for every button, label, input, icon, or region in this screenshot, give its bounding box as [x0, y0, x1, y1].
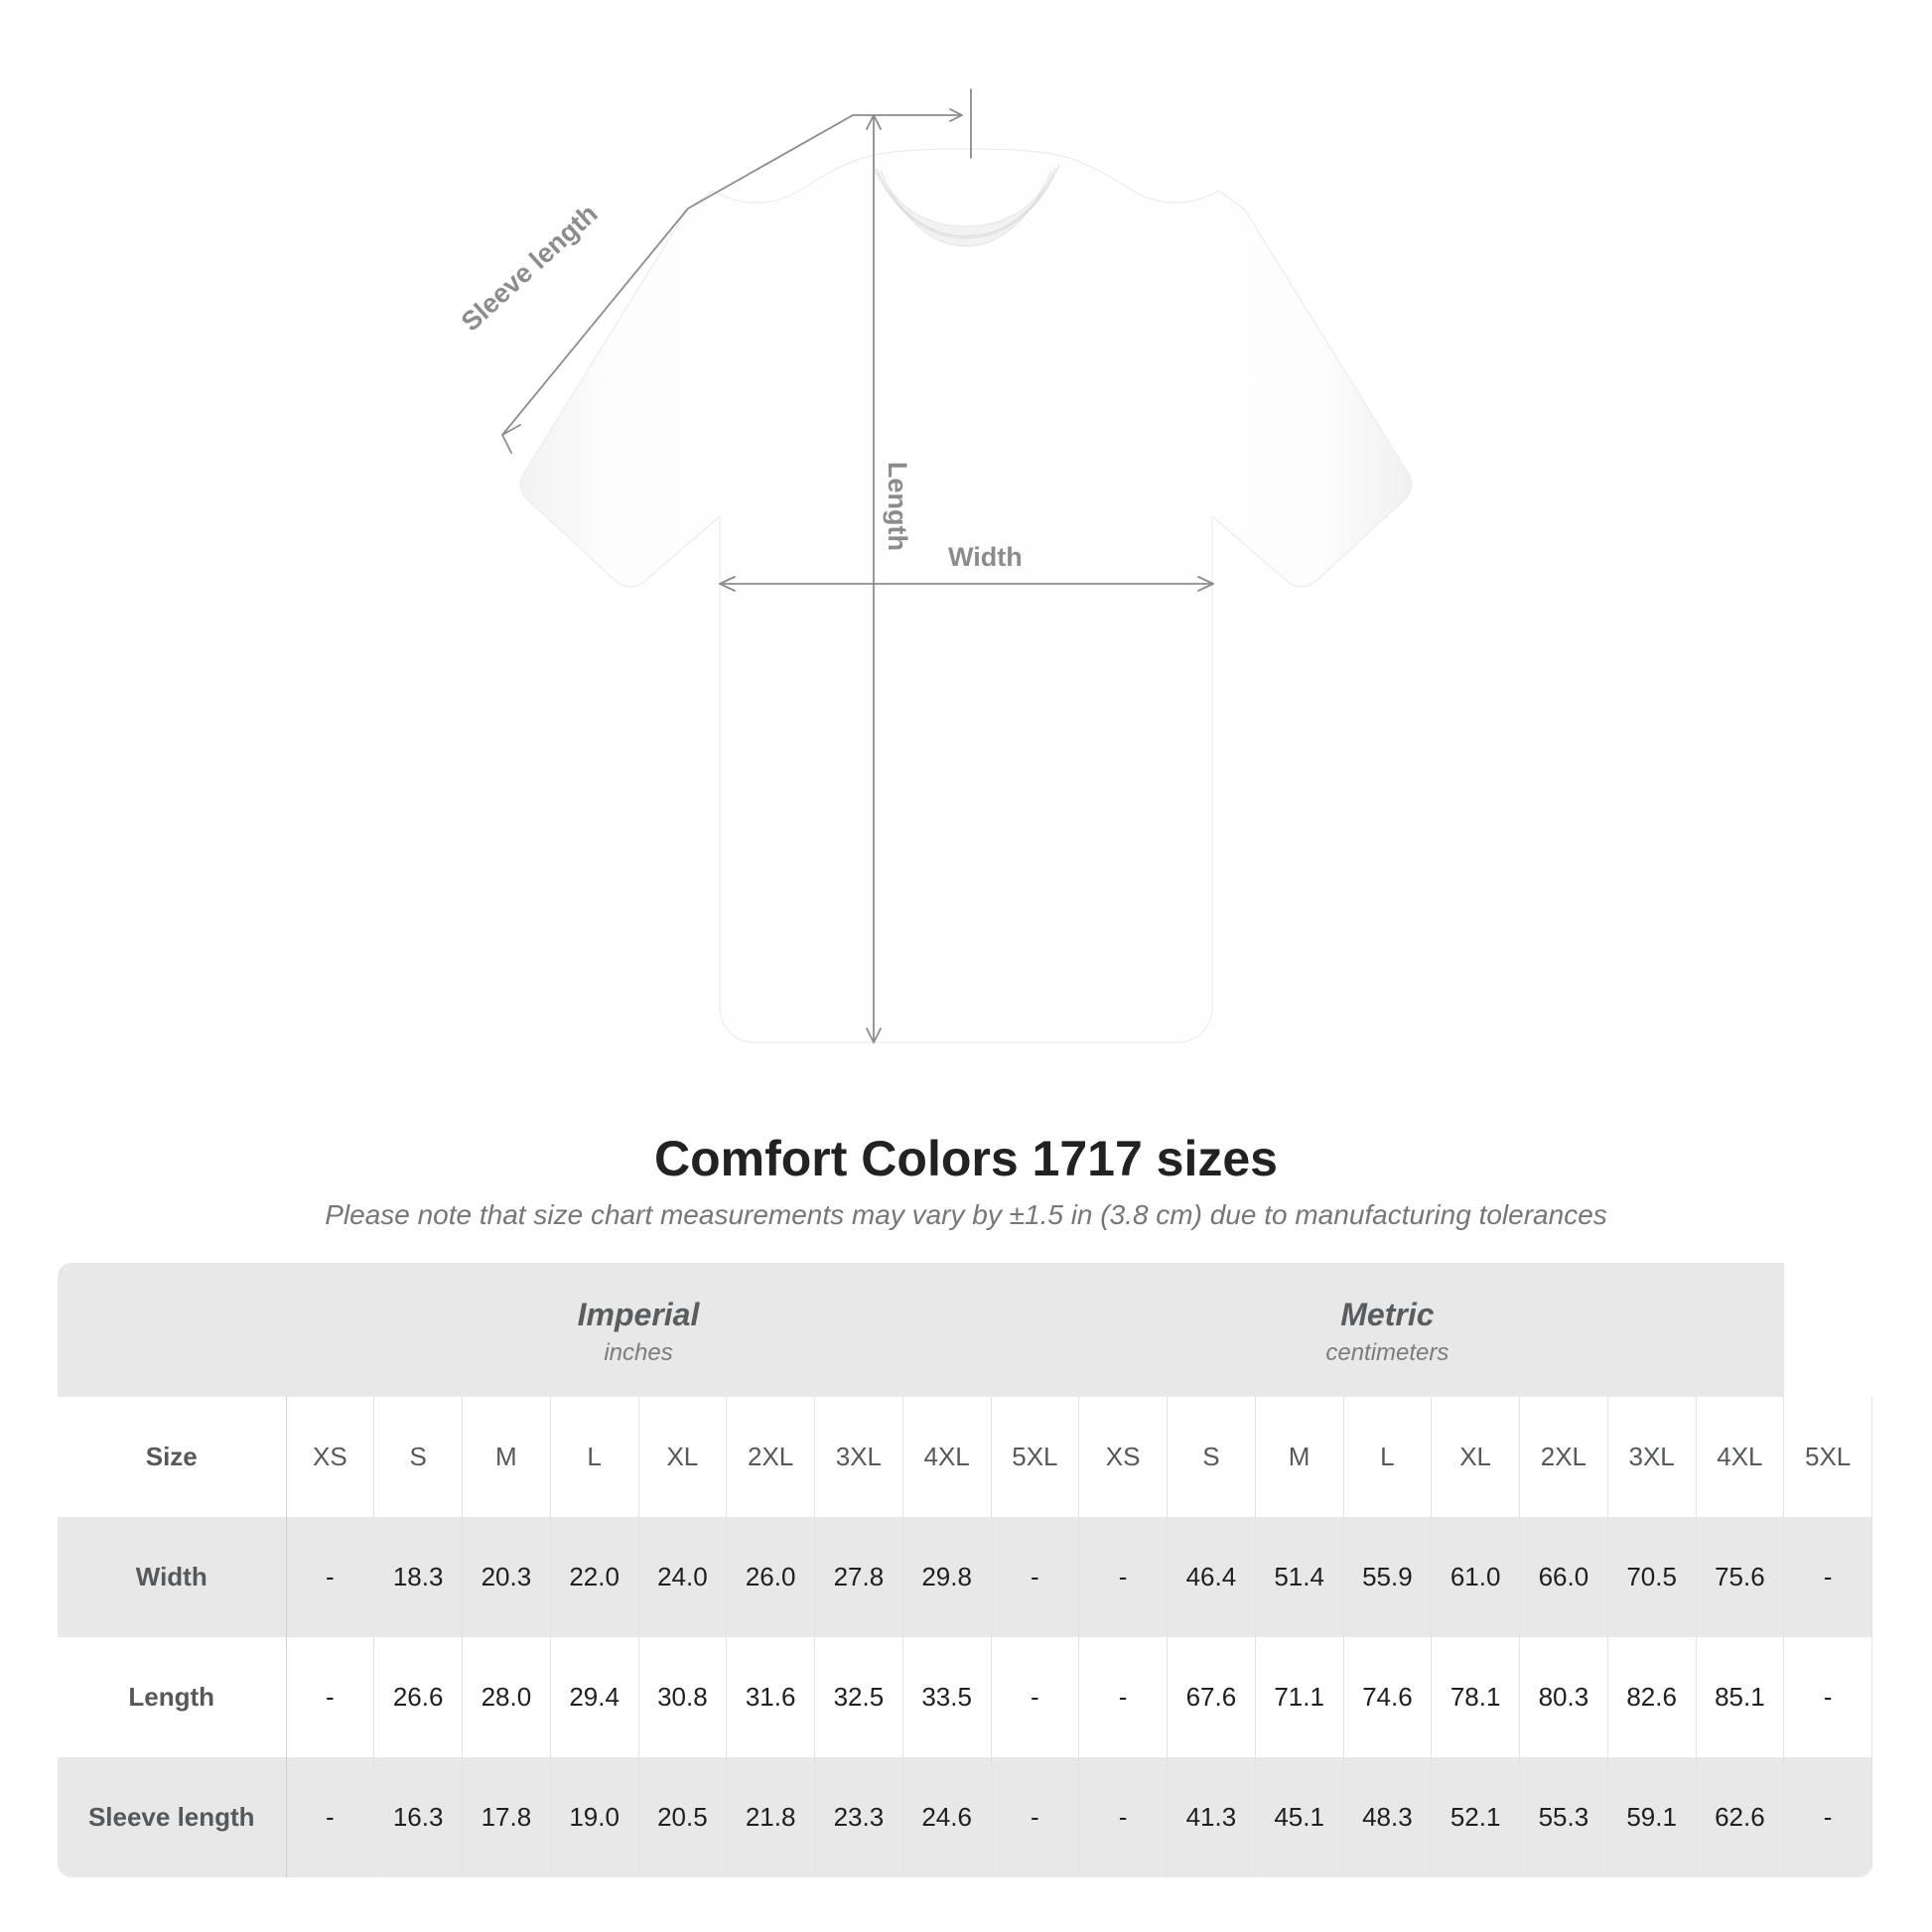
svg-text:Width: Width: [948, 542, 1023, 572]
svg-text:Sleeve length: Sleeve length: [456, 199, 604, 338]
svg-text:Length: Length: [883, 462, 912, 551]
